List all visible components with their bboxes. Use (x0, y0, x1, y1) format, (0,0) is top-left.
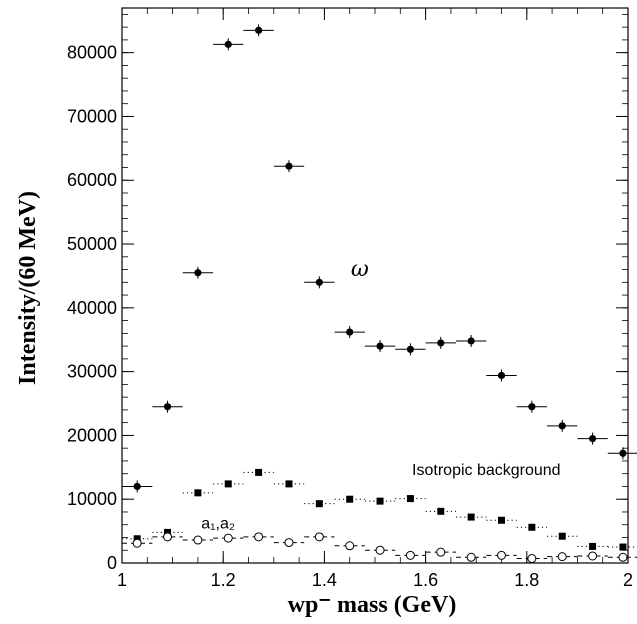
data-point (588, 551, 598, 561)
data-point (133, 482, 141, 491)
data-point (558, 532, 566, 540)
series-1 (122, 24, 637, 493)
data-point (193, 535, 203, 545)
data-point (558, 422, 566, 430)
data-point (255, 468, 263, 476)
data-point (589, 542, 597, 550)
data-point (497, 550, 506, 560)
x-tick-label: 2 (623, 570, 633, 590)
data-point (315, 278, 323, 286)
plot-border (121, 7, 629, 564)
data-point (132, 538, 142, 548)
data-point (224, 480, 232, 488)
data-point (467, 337, 475, 345)
y-tick-label: 60000 (67, 170, 117, 190)
data-point (528, 403, 536, 411)
y-tick-label: 10000 (67, 489, 117, 509)
x-tick-label: 1 (117, 570, 127, 590)
data-point (346, 328, 354, 336)
data-point (588, 435, 597, 443)
data-point (254, 532, 264, 542)
annotation-label: Isotropic background (412, 462, 561, 479)
data-point (255, 26, 263, 34)
data-point (436, 547, 446, 557)
x-axis-ticks: 1 1.2 1.4 1.6 1.8 2 (117, 8, 633, 590)
data-point (285, 162, 293, 170)
x-tick-label: 1.2 (211, 570, 236, 590)
data-point (346, 495, 354, 503)
y-tick-label: 70000 (67, 106, 117, 126)
data-point (466, 552, 476, 562)
annotation-label: a₁,a₂ (201, 516, 235, 533)
data-point (376, 497, 384, 505)
data-point (224, 40, 232, 48)
data-point (498, 516, 505, 524)
annotation-label: ω (351, 257, 369, 282)
data-point (619, 449, 627, 457)
data-point (437, 507, 445, 515)
data-point (557, 552, 567, 562)
data-point (194, 269, 202, 277)
y-tick-label: 50000 (67, 234, 117, 254)
data-point (437, 339, 445, 347)
data-point (528, 523, 536, 531)
data-point (497, 371, 506, 380)
data-point (284, 538, 294, 548)
data-point (375, 545, 385, 555)
x-tick-label: 1.4 (312, 570, 337, 590)
data-point (314, 532, 324, 542)
data-point (376, 342, 384, 350)
data-point (527, 554, 537, 564)
data-point (163, 532, 173, 542)
y-tick-label: 30000 (67, 362, 117, 382)
y-tick-label: 20000 (67, 425, 117, 445)
data-point (315, 500, 323, 508)
plot-frame (121, 7, 629, 564)
data-point (406, 495, 414, 503)
data-point (194, 489, 202, 497)
x-axis-title: wp⁻ mass (GeV) (288, 592, 457, 618)
y-axis-title: Intensity/(60 MeV) (15, 191, 41, 385)
x-tick-label: 1.6 (413, 570, 438, 590)
data-point (345, 541, 355, 551)
data-point (285, 480, 293, 488)
data-point (163, 403, 172, 411)
data-point (223, 533, 233, 543)
y-tick-label: 0 (107, 553, 117, 573)
data-point (619, 543, 627, 551)
annotations: ω Isotropic background a₁,a₂ (201, 257, 560, 533)
series-layer (122, 24, 637, 564)
data-point (406, 345, 415, 353)
series-3 (122, 532, 637, 564)
data-point (405, 550, 415, 560)
data-point (467, 513, 475, 521)
y-tick-label: 40000 (67, 298, 117, 318)
data-point (618, 552, 628, 562)
x-tick-label: 1.8 (514, 570, 539, 590)
y-tick-label: 80000 (67, 43, 117, 63)
y-axis-ticks: 0 10000 20000 30000 40000 50000 60000 70000 8000… (67, 13, 628, 573)
